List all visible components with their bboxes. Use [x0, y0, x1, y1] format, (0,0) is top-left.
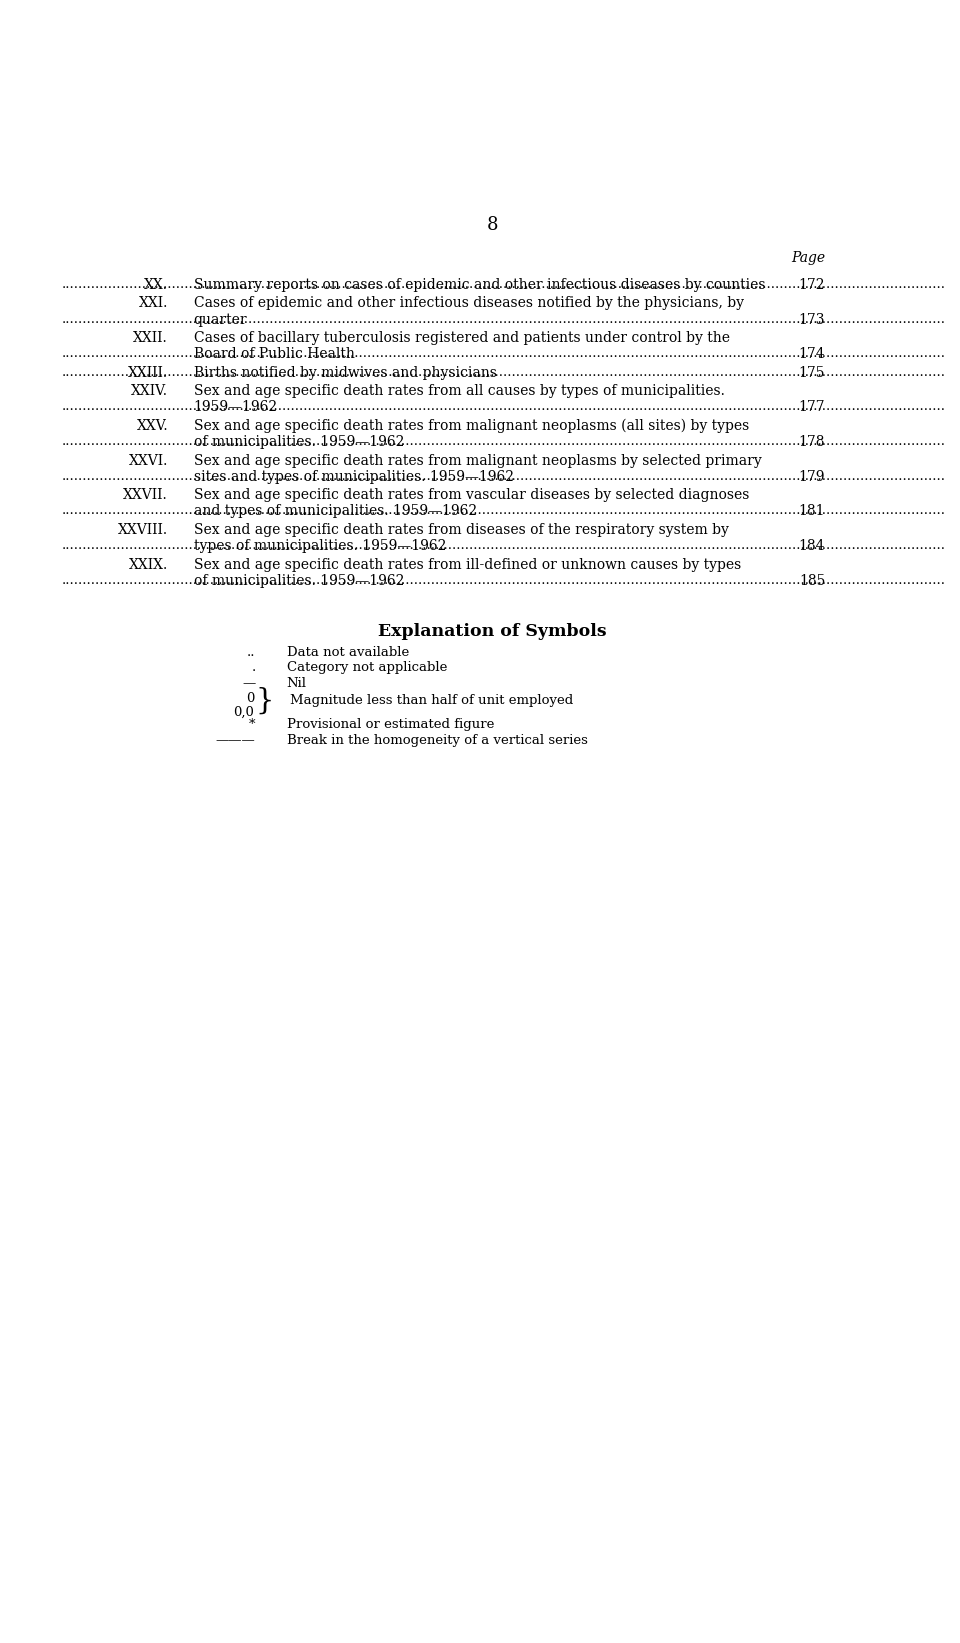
Text: Sex and age specific death rates from ill-defined or unknown causes by types: Sex and age specific death rates from il…	[194, 557, 741, 572]
Text: ................................................................................: ........................................…	[61, 470, 946, 483]
Text: XX.: XX.	[144, 278, 168, 292]
Text: ................................................................................: ........................................…	[61, 401, 946, 414]
Text: Sex and age specific death rates from vascular diseases by selected diagnoses: Sex and age specific death rates from va…	[194, 488, 749, 503]
Text: ................................................................................: ........................................…	[61, 312, 946, 325]
Text: XXIX.: XXIX.	[129, 557, 168, 572]
Text: ................................................................................: ........................................…	[61, 539, 946, 552]
Text: Cases of bacillary tuberculosis registered and patients under control by the: Cases of bacillary tuberculosis register…	[194, 332, 730, 345]
Text: quarter: quarter	[194, 312, 248, 327]
Text: Board of Public Health: Board of Public Health	[194, 347, 354, 361]
Text: and types of municipalities. 1959—1962: and types of municipalities. 1959—1962	[194, 504, 477, 519]
Text: XXV.: XXV.	[136, 419, 168, 432]
Text: ................................................................................: ........................................…	[61, 504, 946, 518]
Text: Sex and age specific death rates from malignant neoplasms (all sites) by types: Sex and age specific death rates from ma…	[194, 419, 749, 434]
Text: Nil: Nil	[287, 677, 306, 690]
Text: ———: ———	[216, 734, 255, 748]
Text: 181: 181	[799, 504, 826, 519]
Text: 8: 8	[487, 217, 497, 235]
Text: Category not applicable: Category not applicable	[287, 662, 447, 675]
Text: Magnitude less than half of unit employed: Magnitude less than half of unit employe…	[290, 693, 573, 706]
Text: Summary reports on cases of epidemic and other infectious diseases by counties: Summary reports on cases of epidemic and…	[194, 278, 765, 292]
Text: XXVIII.: XXVIII.	[118, 522, 168, 537]
Text: Break in the homogeneity of a vertical series: Break in the homogeneity of a vertical s…	[287, 734, 588, 748]
Text: Sex and age specific death rates from all causes by types of municipalities.: Sex and age specific death rates from al…	[194, 384, 725, 398]
Text: Explanation of Symbols: Explanation of Symbols	[377, 623, 607, 641]
Text: of municipalities. 1959—1962: of municipalities. 1959—1962	[194, 573, 404, 588]
Text: ..: ..	[247, 646, 255, 659]
Text: }: }	[255, 687, 274, 715]
Text: ................................................................................: ........................................…	[61, 347, 946, 360]
Text: ................................................................................: ........................................…	[61, 366, 946, 380]
Text: XXIII.: XXIII.	[128, 366, 168, 380]
Text: 1959—1962: 1959—1962	[194, 401, 277, 414]
Text: XXI.: XXI.	[138, 296, 168, 311]
Text: XXVI.: XXVI.	[129, 453, 168, 468]
Text: Births notified by midwives and physicians: Births notified by midwives and physicia…	[194, 366, 496, 380]
Text: 185: 185	[799, 573, 826, 588]
Text: —: —	[242, 677, 255, 690]
Text: *: *	[250, 718, 255, 731]
Text: 184: 184	[799, 539, 826, 554]
Text: 178: 178	[799, 435, 826, 449]
Text: of municipalities. 1959—1962: of municipalities. 1959—1962	[194, 435, 404, 449]
Text: 179: 179	[799, 470, 826, 483]
Text: Sex and age specific death rates from diseases of the respiratory system by: Sex and age specific death rates from di…	[194, 522, 729, 537]
Text: ................................................................................: ........................................…	[61, 278, 946, 291]
Text: ................................................................................: ........................................…	[61, 573, 946, 587]
Text: ................................................................................: ........................................…	[61, 435, 946, 449]
Text: 0: 0	[246, 692, 254, 705]
Text: 0,0: 0,0	[233, 705, 254, 718]
Text: 175: 175	[799, 366, 826, 380]
Text: Data not available: Data not available	[287, 646, 409, 659]
Text: 172: 172	[799, 278, 826, 292]
Text: 173: 173	[799, 312, 826, 327]
Text: Cases of epidemic and other infectious diseases notified by the physicians, by: Cases of epidemic and other infectious d…	[194, 296, 744, 311]
Text: Sex and age specific death rates from malignant neoplasms by selected primary: Sex and age specific death rates from ma…	[194, 453, 761, 468]
Text: XXIV.: XXIV.	[132, 384, 168, 398]
Text: XXII.: XXII.	[133, 332, 168, 345]
Text: 174: 174	[799, 347, 826, 361]
Text: XXVII.: XXVII.	[123, 488, 168, 503]
Text: sites and types of municipalities. 1959—1962: sites and types of municipalities. 1959—…	[194, 470, 514, 483]
Text: Page: Page	[791, 251, 826, 265]
Text: 177: 177	[799, 401, 826, 414]
Text: Provisional or estimated figure: Provisional or estimated figure	[287, 718, 494, 731]
Text: .: .	[252, 662, 255, 675]
Text: types of municipalities. 1959—1962: types of municipalities. 1959—1962	[194, 539, 446, 554]
